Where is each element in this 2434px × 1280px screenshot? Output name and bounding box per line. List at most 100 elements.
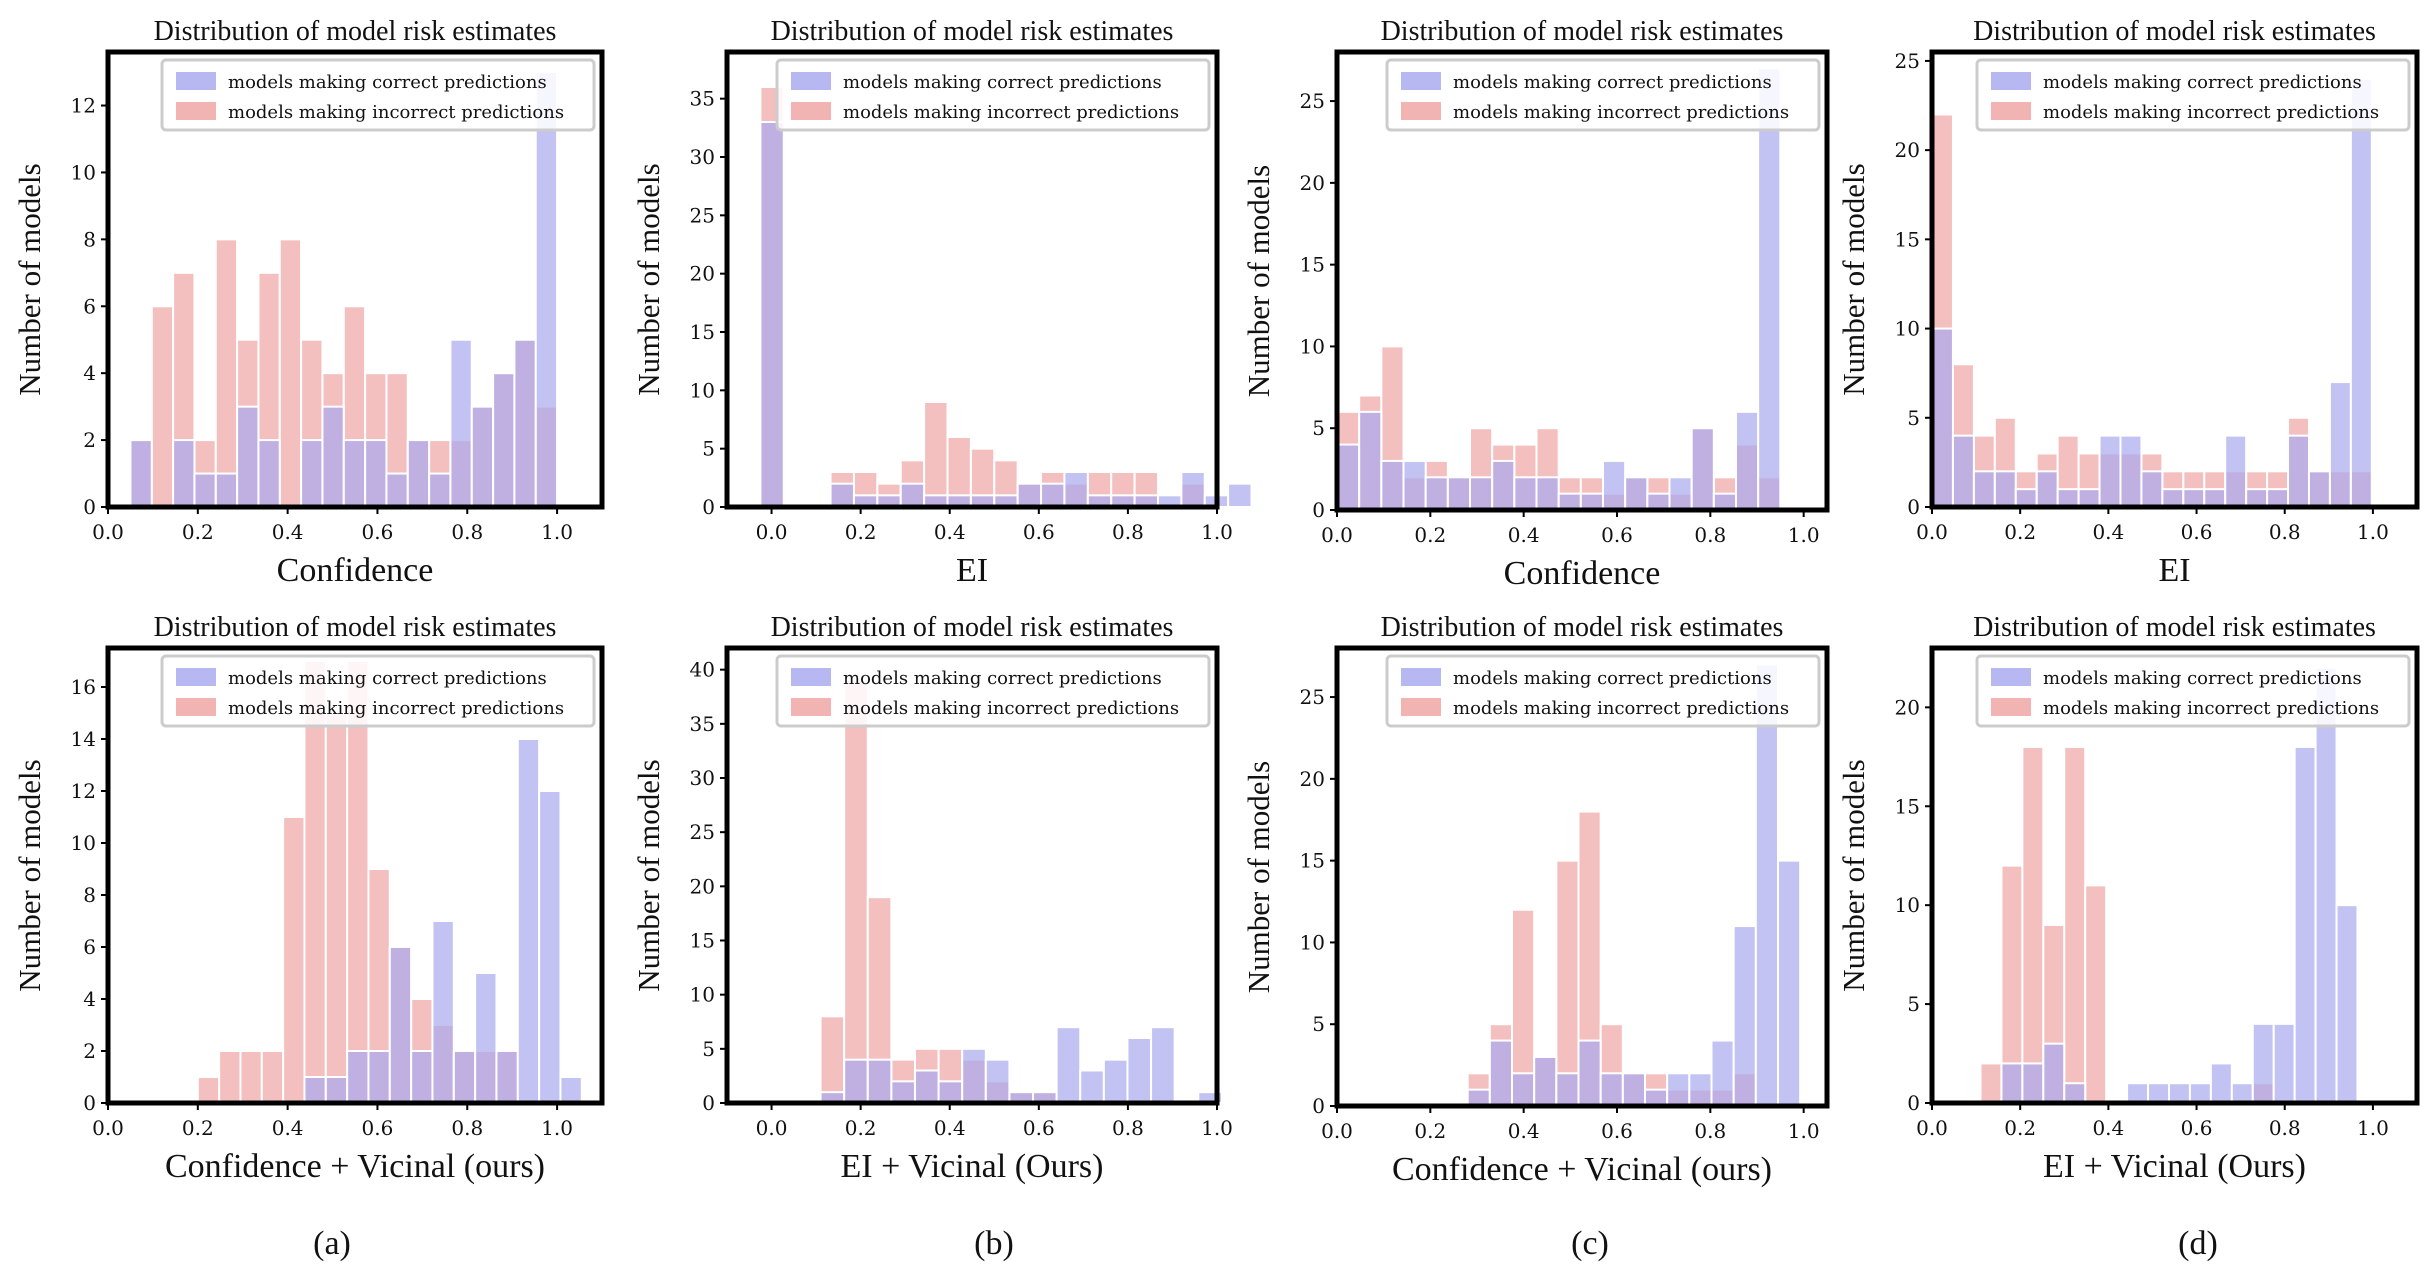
chart-title: Distribution of model risk estimates	[1973, 16, 2376, 47]
caption-a: (a)	[313, 1225, 351, 1262]
chart-panel-d-top: Distribution of model risk estimates 0 5 10…	[1836, 16, 2420, 589]
bar-incorrect	[1555, 859, 1580, 1108]
legend-label-correct: models making correct predictions	[2043, 72, 2362, 93]
chart-title: Distribution of model risk estimates	[1973, 612, 2376, 643]
bar-correct	[1972, 470, 1996, 508]
y-tick-label: 15	[690, 320, 715, 344]
bar-correct	[1469, 476, 1494, 511]
x-axis-label: EI + Vicinal (Ours)	[841, 1148, 1104, 1185]
x-tick-label: 0.4	[1508, 1119, 1540, 1143]
bar-correct	[428, 472, 452, 509]
bar-correct	[1446, 476, 1472, 511]
x-tick-label: 0.0	[1916, 520, 1948, 544]
legend-swatch-correct	[1991, 668, 2031, 686]
bar-correct	[1150, 1026, 1176, 1104]
y-tick-label: 10	[1300, 930, 1325, 954]
y-tick-label: 6	[83, 935, 96, 959]
y-tick-label: 0	[702, 495, 715, 519]
axes-frame	[724, 49, 1220, 510]
bar-correct	[2014, 488, 2038, 508]
bar-correct	[538, 790, 562, 1104]
bar-correct	[2098, 434, 2122, 508]
y-tick-label: 10	[1895, 893, 1920, 917]
legend	[775, 58, 1211, 132]
x-tick-label: 0.0	[756, 1116, 788, 1140]
bar-correct	[2119, 434, 2143, 508]
axes-frame	[1929, 49, 2420, 510]
legend-swatch-correct	[791, 668, 831, 686]
legend-label-correct: models making correct predictions	[228, 72, 547, 93]
x-tick-label: 0.2	[182, 520, 214, 544]
y-tick-label: 20	[1895, 695, 1920, 719]
bar-correct	[2021, 1062, 2045, 1105]
bar-correct	[1688, 1072, 1713, 1108]
y-tick-label: 35	[690, 712, 715, 736]
bar-correct	[346, 1050, 370, 1104]
bar-correct	[406, 439, 431, 508]
bar-correct	[1402, 459, 1427, 511]
bar-correct	[388, 946, 413, 1104]
x-tick-label: 0.2	[182, 1116, 214, 1140]
y-tick-label: 20	[1895, 138, 1920, 162]
legend-label-incorrect: models making incorrect predictions	[228, 698, 564, 719]
bar-incorrect	[324, 712, 349, 1104]
bar-correct	[1180, 471, 1206, 508]
bar-incorrect	[1979, 1062, 2003, 1105]
bar-correct	[1951, 434, 1975, 508]
y-tick-label: 25	[690, 820, 715, 844]
y-tick-label: 15	[1895, 794, 1920, 818]
bar-incorrect	[2084, 884, 2108, 1104]
legend-swatch-correct	[1401, 72, 1441, 90]
x-axis-label: EI	[2158, 552, 2190, 589]
bar-correct	[1577, 1039, 1602, 1107]
x-tick-label: 0.2	[845, 520, 877, 544]
x-tick-label: 1.0	[1788, 1119, 1820, 1143]
bar-correct	[342, 439, 367, 508]
x-tick-label: 0.6	[1601, 1119, 1633, 1143]
bar-correct	[1424, 476, 1449, 511]
bar-correct	[367, 1050, 391, 1104]
bar-incorrect	[2063, 745, 2087, 1104]
x-tick-label: 0.4	[934, 1116, 966, 1140]
legend-swatch-incorrect	[176, 102, 216, 120]
bar-correct	[2251, 1022, 2275, 1104]
legend-swatch-incorrect	[791, 698, 831, 716]
x-tick-label: 0.6	[1023, 520, 1055, 544]
legend-swatch-correct	[176, 72, 216, 90]
bar-correct	[452, 1050, 477, 1104]
x-tick-label: 0.8	[2269, 520, 2301, 544]
y-tick-label: 15	[690, 929, 715, 953]
bar-correct	[899, 482, 926, 508]
y-tick-label: 15	[1895, 227, 1920, 251]
bar-correct	[2245, 488, 2269, 508]
bar-correct	[2266, 488, 2290, 508]
bar-correct	[2314, 666, 2338, 1104]
bar-correct	[516, 738, 541, 1104]
legend-label-incorrect: models making incorrect predictions	[1453, 698, 1789, 719]
bar-correct	[2056, 488, 2080, 508]
bar-correct	[1227, 482, 1253, 508]
x-tick-label: 0.2	[1414, 1119, 1446, 1143]
bar-correct	[2167, 1082, 2191, 1105]
bar-correct	[2335, 904, 2359, 1104]
bar-correct	[1668, 476, 1693, 511]
y-tick-label: 8	[83, 227, 96, 251]
y-tick-label: 10	[1895, 317, 1920, 341]
y-tick-label: 10	[690, 983, 715, 1007]
bar-correct	[1380, 459, 1405, 511]
bar-incorrect	[2021, 745, 2045, 1104]
bar-correct	[257, 439, 281, 508]
bar-correct	[1358, 410, 1383, 512]
bar-correct	[890, 1080, 916, 1105]
y-axis-label: Number of models	[1836, 759, 1871, 991]
y-axis-label: Number of models	[12, 759, 47, 991]
legend-swatch-incorrect	[1401, 698, 1441, 716]
x-tick-label: 0.4	[2092, 520, 2124, 544]
chart-title: Distribution of model risk estimates	[1381, 16, 1784, 47]
y-tick-label: 10	[71, 831, 96, 855]
y-axis-label: Number of models	[1241, 165, 1276, 397]
legend	[160, 58, 596, 132]
chart-title: Distribution of model risk estimates	[1381, 612, 1784, 643]
legend-swatch-incorrect	[1401, 102, 1441, 120]
bar-correct	[410, 1050, 434, 1104]
